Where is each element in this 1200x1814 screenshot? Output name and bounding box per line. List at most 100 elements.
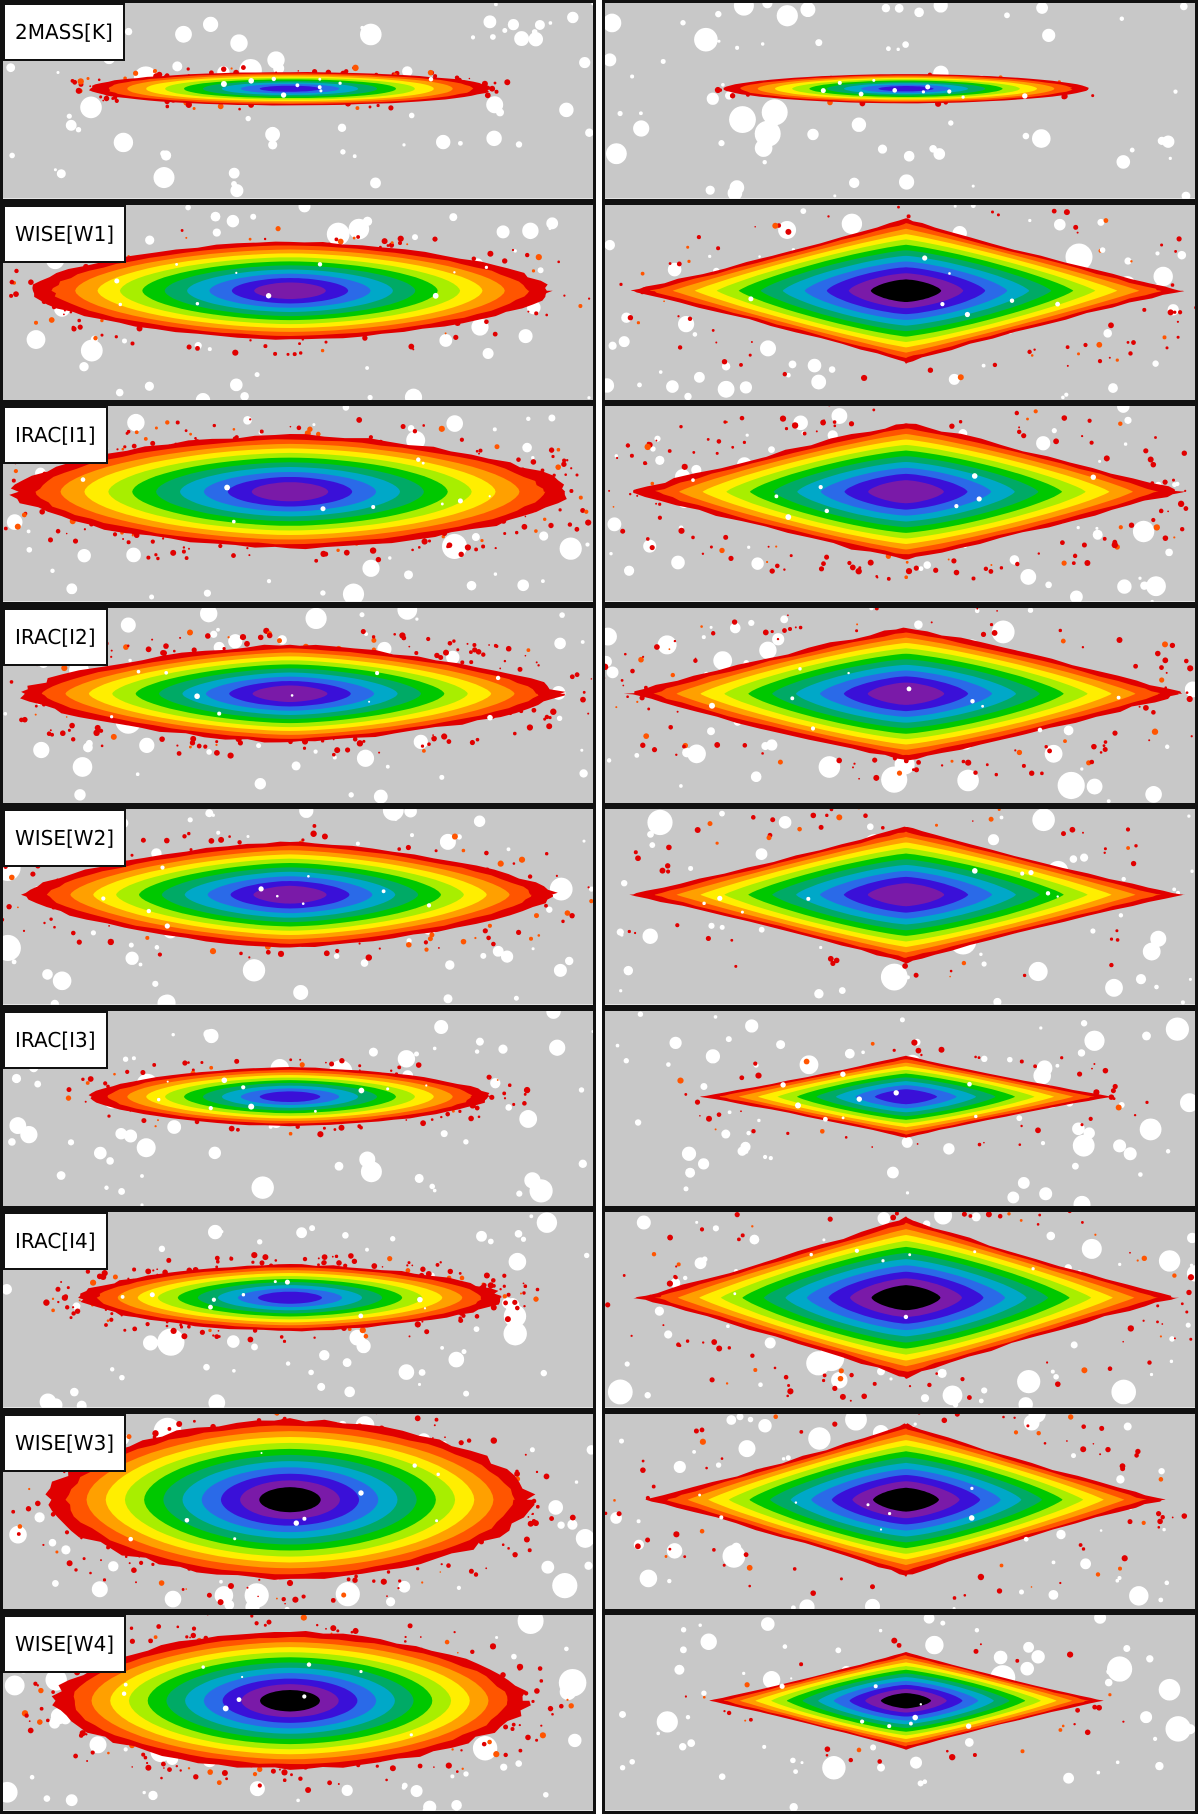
masked-star [472,1736,498,1761]
masked-star [841,213,863,234]
halo-speckle [475,737,480,741]
halo-speckle [892,1048,896,1052]
masked-star [416,457,421,462]
halo-speckle [822,419,826,422]
halo-speckle [162,537,165,540]
halo-speckle [313,1336,316,1339]
masked-star [967,1081,972,1086]
masked-star [717,39,721,43]
halo-speckle [1058,1728,1063,1732]
halo-speckle [1015,1658,1020,1663]
halo-speckle [329,1061,335,1067]
halo-speckle [972,820,974,822]
halo-speckle [938,1046,945,1053]
halo-speckle [961,960,967,966]
halo-speckle [163,1767,165,1769]
galaxy-panel-left: IRAC[I2] [0,604,596,806]
halo-speckle [124,1554,128,1558]
halo-speckle [358,1063,362,1067]
masked-star [1098,459,1102,463]
halo-speckle [439,1261,442,1264]
masked-star [1050,1369,1055,1374]
halo-speckle [676,261,682,266]
masked-star [735,45,740,50]
masked-star [667,262,682,276]
masked-star [971,473,978,479]
masked-star [1118,913,1124,918]
masked-star [160,150,167,157]
halo-speckle [504,79,511,86]
halo-speckle [71,736,76,742]
masked-star [747,545,751,549]
halo-speckle [784,427,789,431]
masked-star [271,76,276,82]
halo-speckle [102,99,105,102]
masked-star [471,533,480,542]
masked-star [216,830,221,835]
masked-star [208,1146,221,1159]
halo-speckle [145,935,150,940]
masked-star [319,89,323,93]
halo-speckle [980,631,987,637]
masked-star [814,989,824,999]
masked-star [580,748,584,752]
masked-star [517,579,529,592]
halo-speckle [484,318,489,324]
masked-star [205,809,214,818]
halo-speckle [244,640,250,647]
halo-speckle [258,1578,261,1581]
masked-star [519,1109,538,1128]
halo-speckle [499,667,502,669]
halo-speckle [217,103,224,110]
halo-speckle [997,1213,1003,1219]
masked-star [284,1279,290,1285]
halo-speckle [751,1128,756,1133]
halo-speckle [1187,664,1194,671]
masked-star [917,1780,924,1787]
halo-speckle [11,1509,16,1514]
halo-speckle [750,340,753,343]
halo-speckle [963,1593,967,1597]
masked-star [61,1544,71,1554]
masked-star [554,637,566,649]
halo-speckle [429,932,435,938]
halo-speckle [1072,553,1078,559]
halo-speckle [323,551,329,557]
halo-speckle [503,659,507,662]
masked-star [903,1314,909,1320]
halo-speckle [1190,734,1193,737]
halo-speckle [525,1734,531,1741]
halo-speckle [1084,559,1091,567]
masked-star [496,224,510,238]
halo-speckle [951,558,957,564]
halo-speckle [225,1777,229,1781]
masked-star [976,496,982,502]
masked-star [1132,520,1155,543]
halo-speckle [734,964,738,968]
masked-star [591,1029,593,1033]
halo-speckle [1162,334,1167,339]
masked-star [3,934,21,961]
halo-speckle [332,752,336,756]
masked-star [564,1646,569,1652]
masked-star [919,1703,922,1706]
halo-speckle [663,299,665,302]
masked-star [451,1799,462,1811]
halo-speckle [434,652,440,658]
halo-speckle [517,666,523,672]
halo-speckle [516,929,522,936]
masked-star [320,506,326,512]
masked-star [515,141,523,148]
halo-speckle [716,439,722,444]
masked-star [815,39,823,47]
masked-star [1153,266,1173,286]
halo-speckle [237,739,243,745]
halo-speckle [548,715,552,719]
halo-speckle [1174,249,1177,253]
masked-star [166,1080,169,1083]
halo-speckle [920,1053,923,1056]
halo-speckle [1077,1070,1083,1077]
halo-speckle [587,712,590,715]
halo-speckle [17,906,19,909]
masked-star [1007,1056,1013,1062]
